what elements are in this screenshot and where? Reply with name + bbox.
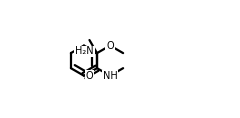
- Text: O: O: [86, 71, 93, 81]
- Text: NH: NH: [103, 71, 117, 81]
- Text: H₂N: H₂N: [75, 46, 94, 56]
- Text: O: O: [106, 41, 114, 51]
